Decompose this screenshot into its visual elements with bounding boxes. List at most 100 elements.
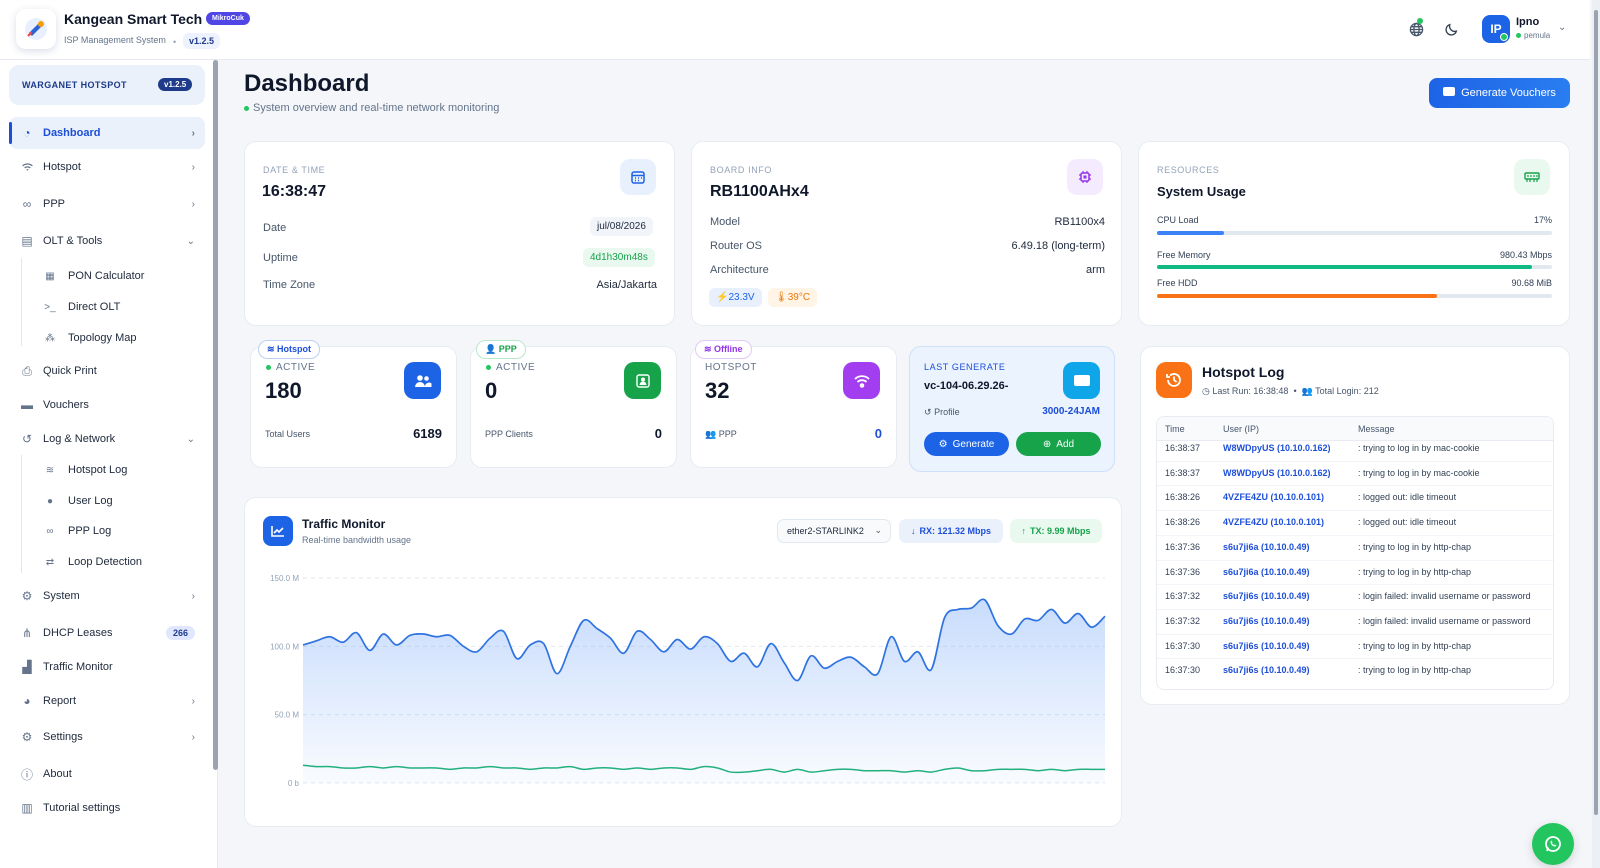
sidebar-scrollbar[interactable]: [213, 60, 218, 770]
sidebar-item-label: PPP Log: [68, 525, 112, 537]
chevron-right-icon: ›: [191, 198, 195, 210]
log-user[interactable]: s6u7ji6s (10.10.0.49): [1223, 615, 1310, 626]
log-user[interactable]: W8WDpyUS (10.10.0.162): [1223, 467, 1331, 478]
history-icon: [1156, 362, 1192, 398]
terminal-icon: >_: [44, 301, 56, 313]
sidebar-item-label: Topology Map: [68, 332, 137, 344]
log-message: : trying to log in by http-chap: [1358, 541, 1472, 552]
timezone-value: Asia/Jakarta: [596, 279, 657, 291]
log-user[interactable]: W8WDpyUS (10.10.0.162): [1223, 443, 1331, 453]
sidebar-item-olt-tools[interactable]: ▤ OLT & Tools ⌄: [9, 225, 205, 257]
log-user[interactable]: s6u7ji6a (10.10.0.49): [1223, 541, 1310, 552]
app-logo[interactable]: [16, 9, 56, 49]
scrollbar-thumb[interactable]: [1594, 10, 1598, 815]
sidebar-item-traffic-monitor[interactable]: ▟ Traffic Monitor: [9, 651, 205, 683]
history-icon: ↺: [21, 432, 33, 446]
sidebar-item-report[interactable]: ◕ Report ›: [9, 685, 205, 717]
sidebar-item-topology-map[interactable]: ⁂ Topology Map: [22, 324, 202, 352]
hotspot-log-meta: ◷ Last Run: 16:38:48 • 👥 Total Login: 21…: [1202, 386, 1379, 396]
log-message: : login failed: invalid username or pass…: [1358, 591, 1531, 602]
log-time: 16:37:32: [1165, 615, 1201, 626]
temperature-value: 39°C: [787, 292, 811, 303]
sidebar-item-label: Direct OLT: [68, 301, 121, 313]
log-message: : trying to log in by mac-cookie: [1358, 443, 1480, 453]
temperature-badge: 🌡39°C: [768, 288, 818, 307]
chevron-right-icon: ›: [191, 127, 195, 139]
log-time: 16:38:37: [1165, 443, 1201, 453]
language-globe-icon[interactable]: [1406, 19, 1426, 39]
arrow-down-icon: ↓: [910, 526, 916, 536]
sidebar-item-direct-olt[interactable]: >_ Direct OLT: [22, 293, 202, 321]
interface-select[interactable]: ether2-STARLINK2 ⌄: [777, 519, 891, 543]
log-user[interactable]: s6u7ji6a (10.10.0.49): [1223, 566, 1310, 577]
sidebar-item-hotspot[interactable]: Hotspot ›: [9, 151, 205, 183]
log-user[interactable]: 4VZFE4ZU (10.10.0.101): [1223, 517, 1325, 528]
sidebar-item-label: System: [43, 590, 80, 602]
sidebar-item-vouchers[interactable]: ▬ Vouchers: [9, 389, 205, 421]
offline-count: 32: [705, 378, 730, 403]
hotspot-active-label: ACTIVE: [266, 362, 315, 373]
log-user[interactable]: s6u7ji6s (10.10.0.49): [1223, 665, 1310, 676]
sidebar-item-dhcp-leases[interactable]: ⋔ DHCP Leases 266: [9, 617, 205, 649]
y-tick-label: 50.0 M: [275, 711, 300, 720]
page-title: Dashboard: [244, 70, 370, 97]
log-user[interactable]: 4VZFE4ZU (10.10.0.101): [1223, 492, 1325, 503]
row-divider: [1157, 608, 1553, 610]
clock-icon: ◷: [1202, 386, 1210, 396]
hdd-label: Free HDD: [1157, 278, 1198, 288]
tx-value: TX: 9.99 Mbps: [1029, 526, 1091, 536]
chevron-down-icon[interactable]: ⌄: [1558, 22, 1567, 33]
arrow-up-icon: ↑: [1021, 526, 1026, 536]
sidebar-item-about[interactable]: ⓘ About: [9, 758, 205, 790]
log-user[interactable]: s6u7ji6s (10.10.0.49): [1223, 591, 1310, 602]
sidebar-item-user-log[interactable]: ● User Log: [22, 487, 202, 515]
whatsapp-button[interactable]: [1532, 823, 1574, 865]
network-icon: ⋔: [21, 626, 33, 640]
server-icon: ▤: [21, 234, 33, 248]
sidebar-item-system[interactable]: ⚙ System ›: [9, 580, 205, 612]
sidebar-item-quick-print[interactable]: ⎙ Quick Print: [9, 355, 205, 387]
hotspot-tag: ≋ Hotspot: [258, 340, 321, 359]
model-label: Model: [710, 216, 740, 228]
user-name[interactable]: Ipno: [1516, 16, 1540, 28]
memory-bar: [1157, 265, 1552, 269]
sidebar-item-hotspot-log[interactable]: ≋ Hotspot Log: [22, 456, 202, 484]
user-avatar[interactable]: IP: [1482, 15, 1510, 43]
generate-button[interactable]: ⚙ Generate: [924, 432, 1009, 456]
dark-mode-moon-icon[interactable]: [1442, 19, 1462, 39]
row-divider: [1157, 658, 1553, 660]
chevron-right-icon: ›: [191, 695, 195, 707]
chevron-down-icon: ⌄: [186, 433, 195, 445]
interface-select-value: ether2-STARLINK2: [787, 526, 864, 536]
sidebar-item-dashboard[interactable]: ◔ Dashboard ›: [9, 117, 205, 149]
submenu-line: [21, 258, 22, 346]
sidebar-item-tutorial-settings[interactable]: ▥ Tutorial settings: [9, 792, 205, 824]
sidebar-item-loop-detection[interactable]: ⇄ Loop Detection: [22, 548, 202, 576]
resources-label: RESOURCES: [1157, 165, 1220, 175]
brand-subtitle: ISP Management System: [64, 35, 166, 45]
chart-icon: ▟: [22, 660, 32, 674]
board-name: RB1100AHx4: [710, 183, 809, 200]
sidebar-item-log-network[interactable]: ↺ Log & Network ⌄: [9, 423, 205, 455]
log-user[interactable]: s6u7ji6s (10.10.0.49): [1223, 640, 1310, 651]
model-value: RB1100x4: [1054, 216, 1105, 228]
generate-vouchers-button[interactable]: Generate Vouchers: [1429, 78, 1570, 108]
log-time: 16:37:36: [1165, 541, 1201, 552]
wifi-icon: [843, 362, 880, 399]
sidebar-item-label: DHCP Leases: [43, 627, 113, 639]
column-message: Message: [1358, 424, 1395, 434]
page-scrollbar[interactable]: [1592, 0, 1600, 868]
version-badge: v1.2.5: [183, 33, 221, 49]
page-subtitle: System overview and real-time network mo…: [244, 102, 499, 114]
sidebar-item-label: Dashboard: [43, 127, 101, 139]
log-message: : login failed: invalid username or pass…: [1358, 615, 1531, 626]
ticket-icon: ▬: [21, 398, 33, 412]
tx-badge: ↑ TX: 9.99 Mbps: [1010, 519, 1102, 543]
sidebar-item-ppp[interactable]: ∞ PPP ›: [9, 188, 205, 220]
add-button[interactable]: ⊕ Add: [1016, 432, 1101, 456]
row-divider: [1157, 584, 1553, 586]
sidebar-item-ppp-log[interactable]: ∞ PPP Log: [22, 517, 202, 545]
cpu-value: 17%: [1533, 215, 1552, 225]
sidebar-item-pon-calculator[interactable]: ▦ PON Calculator: [22, 262, 202, 290]
sidebar-item-settings[interactable]: ⚙ Settings ›: [9, 721, 205, 753]
